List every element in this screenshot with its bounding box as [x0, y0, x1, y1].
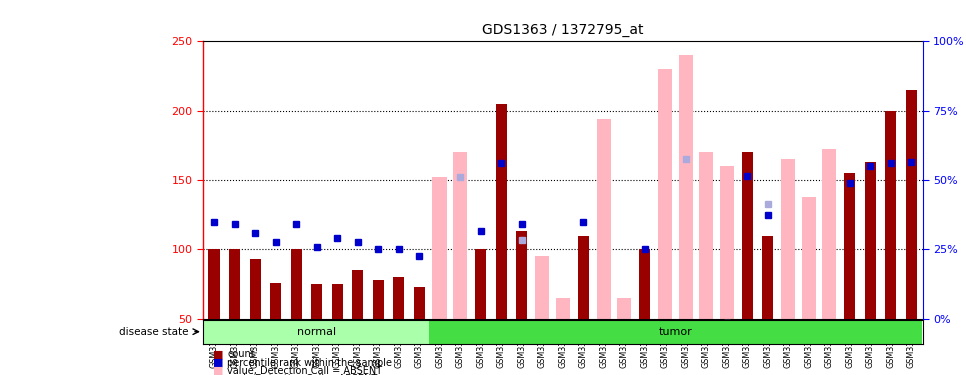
Bar	[802, 196, 816, 319]
Bar	[617, 298, 632, 319]
Bar	[762, 236, 774, 319]
Text: count: count	[227, 350, 255, 359]
Text: ■: ■	[213, 374, 223, 375]
Title: GDS1363 / 1372795_at: GDS1363 / 1372795_at	[482, 24, 643, 38]
Bar	[229, 249, 241, 319]
Bar	[331, 284, 343, 319]
Bar	[742, 152, 753, 319]
Text: value, Detection Call = ABSENT: value, Detection Call = ABSENT	[227, 366, 383, 375]
Bar	[430, 320, 922, 344]
Bar	[393, 277, 405, 319]
Text: rank, Detection Call = ABSENT: rank, Detection Call = ABSENT	[227, 374, 378, 375]
Bar	[249, 259, 261, 319]
Bar	[453, 152, 468, 319]
Bar	[865, 162, 876, 319]
Bar	[678, 55, 693, 319]
Bar	[578, 236, 589, 319]
Bar	[905, 90, 917, 319]
Text: normal: normal	[298, 327, 336, 337]
Bar	[496, 104, 507, 319]
Bar	[433, 177, 447, 319]
Bar	[475, 249, 486, 319]
Bar	[699, 152, 714, 319]
Bar	[204, 320, 430, 344]
Bar	[311, 284, 323, 319]
Text: disease state: disease state	[119, 327, 188, 337]
Bar	[209, 249, 220, 319]
Bar	[639, 249, 650, 319]
Bar	[720, 166, 734, 319]
Bar	[844, 173, 855, 319]
Text: ■: ■	[213, 366, 223, 375]
Bar	[270, 283, 281, 319]
Bar	[413, 287, 425, 319]
Bar	[658, 69, 672, 319]
Bar	[822, 150, 837, 319]
Bar	[781, 159, 795, 319]
Text: percentile rank within the sample: percentile rank within the sample	[227, 358, 392, 368]
Bar	[352, 270, 363, 319]
Bar	[516, 231, 527, 319]
Bar	[535, 256, 550, 319]
Bar	[597, 119, 611, 319]
Bar	[885, 111, 896, 319]
Bar	[373, 280, 384, 319]
Text: ■: ■	[213, 350, 223, 359]
Text: tumor: tumor	[659, 327, 693, 337]
Text: ■: ■	[213, 358, 223, 368]
Bar	[291, 249, 301, 319]
Bar	[555, 298, 570, 319]
